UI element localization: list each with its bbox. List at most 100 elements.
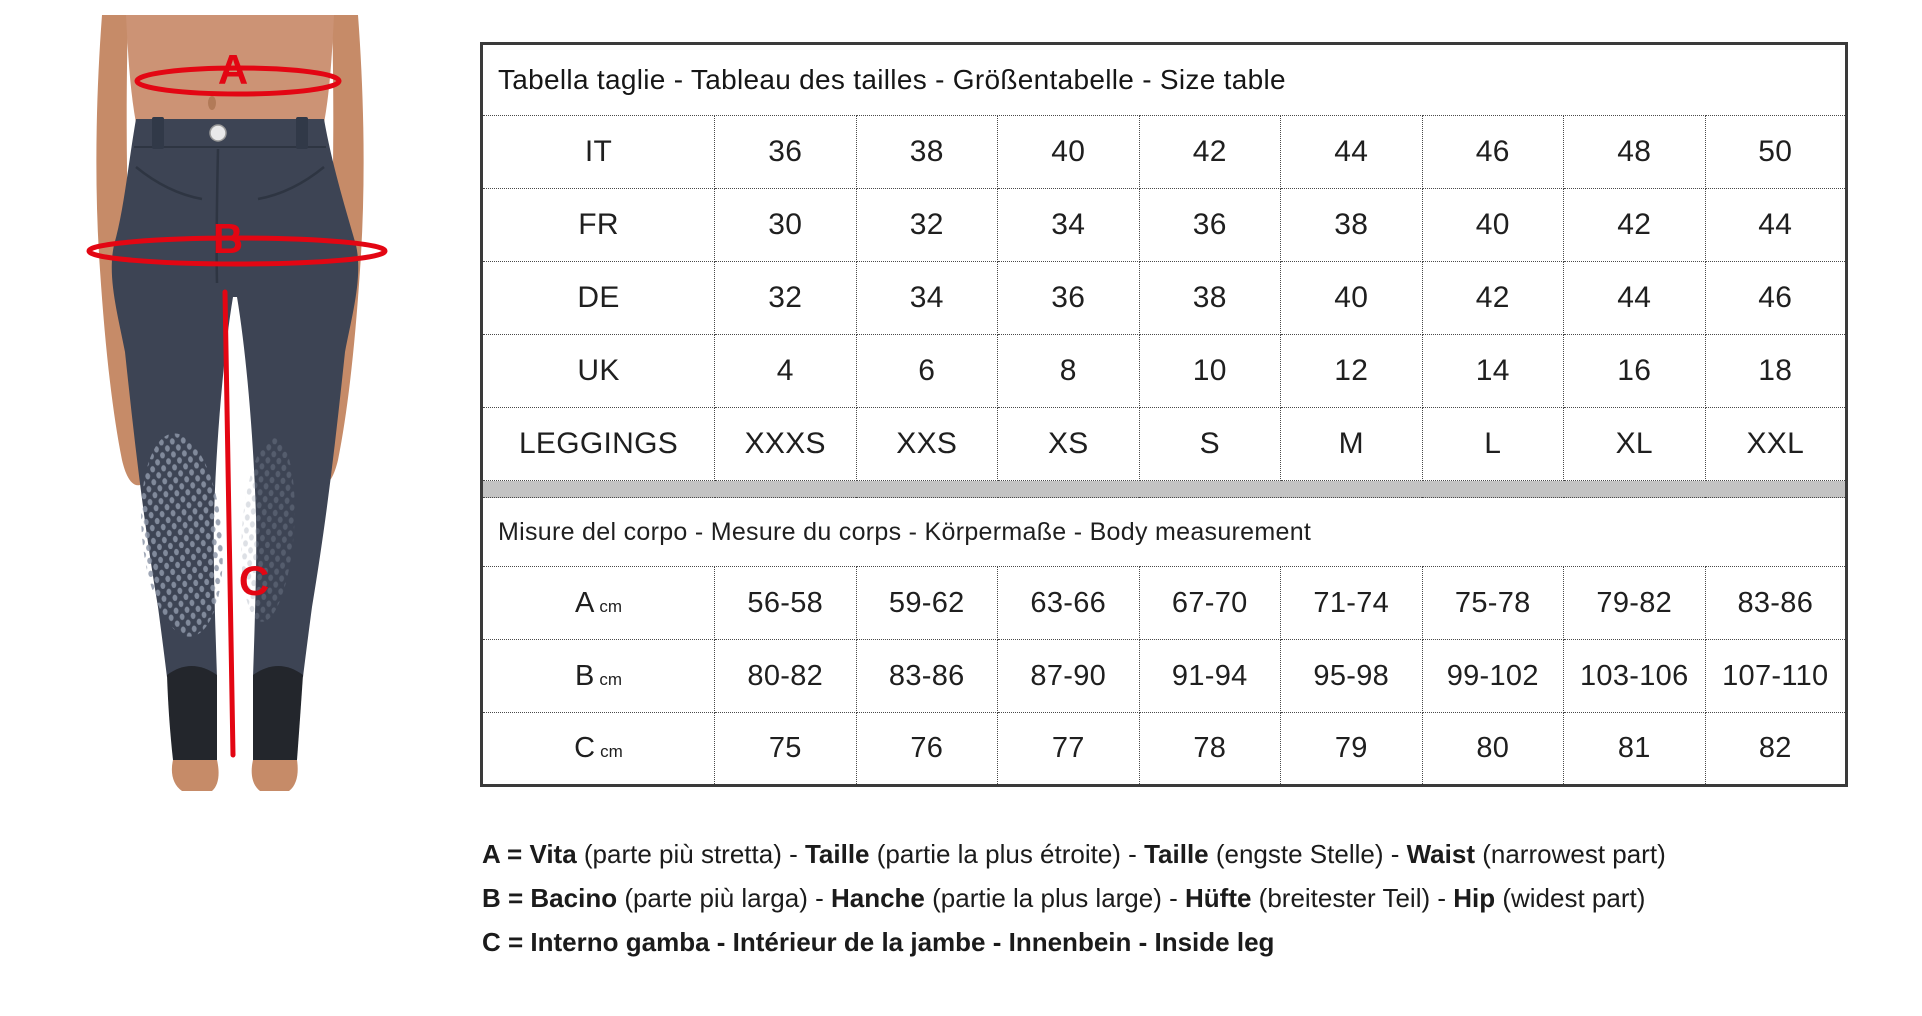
measurement-value-cell: 76	[855, 712, 998, 786]
measurement-value-cell: 75	[714, 712, 857, 786]
size-value-cell: 38	[1280, 188, 1423, 262]
measurement-header: Misure del corpo - Mesure du corps - Kör…	[480, 497, 1848, 567]
size-value-cell: 36	[1138, 188, 1281, 262]
legend-segment: A = Vita	[482, 839, 577, 869]
size-value-cell: 14	[1421, 334, 1564, 408]
measurement-value-cell: 78	[1138, 712, 1281, 786]
breeches	[111, 119, 359, 677]
inseam-label: C	[239, 557, 269, 604]
measurement-value-cell: 82	[1704, 712, 1848, 786]
legend-segment: Taille	[804, 839, 870, 869]
size-value-cell: 36	[997, 261, 1140, 335]
left-ankle-section	[167, 666, 217, 760]
measurement-value-cell: 56-58	[714, 566, 857, 640]
knee-grip-left	[141, 433, 223, 637]
size-row-label: FR	[481, 188, 715, 262]
inseam-measure-line	[222, 289, 236, 758]
size-value-cell: 42	[1563, 188, 1706, 262]
size-row-label: LEGGINGS	[481, 407, 715, 481]
measurement-value-cell: 87-90	[997, 639, 1140, 713]
table-separator-bar	[480, 480, 1848, 498]
legend-segment: B = Bacino	[482, 883, 618, 913]
right-pocket-seam	[257, 166, 325, 201]
waist-button	[209, 124, 227, 142]
measurement-value-cell: 59-62	[855, 566, 998, 640]
legend-line-2: B = Bacino (parte più larga) - Hanche (p…	[482, 876, 1666, 920]
belt-loop-left	[152, 117, 164, 149]
legend-segment: Waist	[1406, 839, 1475, 869]
size-row-label: DE	[481, 261, 715, 335]
measurement-value-cell: 71-74	[1280, 566, 1423, 640]
size-value-cell: XXL	[1704, 407, 1848, 481]
legend-segment: (parte più stretta) -	[576, 839, 805, 869]
measurement-unit: cm	[595, 742, 623, 761]
size-table-title: Tabella taglie - Tableau des tailles - G…	[480, 43, 1848, 116]
measurement-value-cell: 77	[997, 712, 1140, 786]
measurement-value-cell: 103-106	[1563, 639, 1706, 713]
size-value-cell: 10	[1138, 334, 1281, 408]
navel	[208, 96, 216, 110]
size-value-cell: 30	[714, 188, 857, 262]
fly-seam	[215, 148, 220, 284]
size-row-de: DE 32 34 36 38 40 42 44 46	[481, 261, 1848, 335]
size-value-cell: M	[1280, 407, 1423, 481]
model-photo: A B C	[86, 15, 388, 791]
size-value-cell: 16	[1563, 334, 1706, 408]
size-value-cell: XS	[997, 407, 1140, 481]
hip-measure-ellipse	[86, 235, 388, 267]
size-value-cell: 4	[714, 334, 857, 408]
size-row-label: UK	[481, 334, 715, 408]
size-value-cell: 40	[997, 115, 1140, 189]
legend-segment: (narrowest part)	[1475, 839, 1666, 869]
measurement-row-b: B cm 80-82 83-86 87-90 91-94 95-98 99-102 103-1…	[481, 639, 1848, 713]
table-separator-row	[480, 480, 1848, 498]
measurement-letter: C	[574, 732, 596, 764]
knee-grip-right	[241, 438, 295, 622]
left-foot	[171, 760, 219, 791]
waist-label: A	[218, 46, 248, 93]
legend-segment: Hanche	[830, 883, 925, 913]
measurement-value-cell: 79	[1280, 712, 1423, 786]
legend-line-1: A = Vita (parte più stretta) - Taille (p…	[482, 832, 1666, 876]
size-value-cell: 36	[714, 115, 857, 189]
size-value-cell: 48	[1563, 115, 1706, 189]
size-value-cell: 6	[855, 334, 998, 408]
size-value-cell: 34	[997, 188, 1140, 262]
measurement-letter: A	[574, 586, 595, 619]
size-value-cell: 42	[1138, 115, 1281, 189]
size-value-cell: 40	[1421, 188, 1564, 262]
measurement-row-label: A cm	[481, 566, 715, 640]
size-row-uk: UK 4 6 8 10 12 14 16 18	[481, 334, 1848, 408]
measurement-value-cell: 63-66	[997, 566, 1140, 640]
size-value-cell: 46	[1421, 115, 1564, 189]
measurement-row-a: A cm 56-58 59-62 63-66 67-70 71-74 75-78 79-82 8…	[481, 566, 1848, 640]
size-row-leggings: LEGGINGS XXXS XXS XS S M L XL XXL	[481, 407, 1848, 481]
right-ankle-section	[253, 666, 303, 760]
measurement-value-cell: 99-102	[1421, 639, 1564, 713]
size-value-cell: 44	[1280, 115, 1423, 189]
measurement-value-cell: 80-82	[714, 639, 857, 713]
size-value-cell: 12	[1280, 334, 1423, 408]
legend-segment: (parte più larga) -	[617, 883, 831, 913]
size-value-cell: 34	[855, 261, 998, 335]
size-value-cell: 8	[997, 334, 1140, 408]
size-row-fr: FR 30 32 34 36 38 40 42 44	[481, 188, 1848, 262]
measurement-unit: cm	[594, 669, 623, 689]
measurement-value-cell: 91-94	[1138, 639, 1281, 713]
right-foot	[251, 760, 298, 791]
measurement-value-cell: 81	[1563, 712, 1706, 786]
size-value-cell: 32	[855, 188, 998, 262]
size-value-cell: 42	[1421, 261, 1564, 335]
size-value-cell: 38	[855, 115, 998, 189]
size-table-title-row: Tabella taglie - Tableau des tailles - G…	[480, 43, 1848, 116]
size-value-cell: 44	[1704, 188, 1848, 262]
measurement-header-row: Misure del corpo - Mesure du corps - Kör…	[480, 497, 1848, 567]
measurement-unit: cm	[594, 596, 623, 616]
size-value-cell: XL	[1563, 407, 1706, 481]
size-row-label: IT	[481, 115, 715, 189]
measurement-row-label: B cm	[481, 639, 715, 713]
legend-segment: Hüfte	[1185, 883, 1252, 913]
legend-line-3: C = Interno gamba - Intérieur de la jamb…	[482, 920, 1666, 964]
size-value-cell: 44	[1563, 261, 1706, 335]
measurement-value-cell: 67-70	[1138, 566, 1281, 640]
